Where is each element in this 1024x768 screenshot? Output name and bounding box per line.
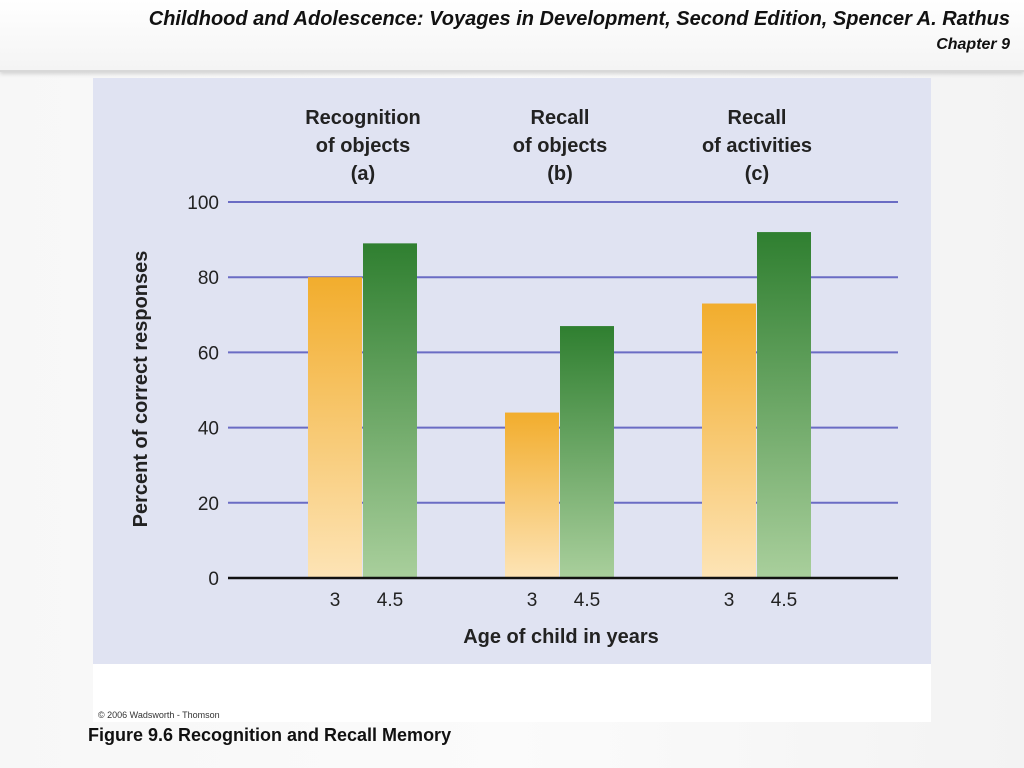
- bar-group-1-age-4-5: [560, 326, 614, 578]
- y-tick-label-40: 40: [198, 419, 219, 440]
- bar-group-0-age-3: [308, 277, 362, 578]
- group-title-0-line-2: (a): [351, 163, 375, 185]
- x-tick-label-1-1: 4.5: [574, 590, 600, 611]
- group-title-0-line-1: of objects: [316, 135, 410, 157]
- group-title-1-line-2: (b): [547, 163, 573, 185]
- figure-panel: 0 20 40 60 80 100 Recognition of objects (a) 3 4.5…: [93, 78, 931, 722]
- x-tick-label-1-0: 3: [527, 590, 538, 611]
- x-tick-label-0-0: 3: [330, 590, 341, 611]
- y-tick-label-0: 0: [208, 569, 219, 590]
- figure-caption: Figure 9.6 Recognition and Recall Memory: [88, 725, 452, 745]
- slide-title: Childhood and Adolescence: Voyages in De…: [148, 8, 1010, 30]
- y-tick-label-20: 20: [198, 494, 219, 515]
- bar-group-2-age-4-5: [757, 232, 811, 578]
- bar-group-1-age-3: [505, 412, 559, 578]
- group-title-0-line-0: Recognition: [305, 107, 421, 129]
- x-tick-label-2-1: 4.5: [771, 590, 797, 611]
- copyright-notice: © 2006 Wadsworth - Thomson: [98, 710, 220, 720]
- group-title-1-line-1: of objects: [513, 135, 607, 157]
- x-tick-label-2-0: 3: [724, 590, 735, 611]
- y-tick-label-100: 100: [187, 193, 219, 214]
- slide-header: Childhood and Adolescence: Voyages in De…: [0, 0, 1024, 72]
- bar-group-2-age-3: [702, 303, 756, 578]
- group-title-2-line-0: Recall: [728, 107, 787, 129]
- y-axis-label: Percent of correct responses: [130, 251, 152, 528]
- x-tick-label-0-1: 4.5: [377, 590, 403, 611]
- bar-chart: 0 20 40 60 80 100 Recognition of objects (a) 3 4.5…: [93, 78, 931, 664]
- y-tick-label-60: 60: [198, 343, 219, 364]
- x-axis-label: Age of child in years: [463, 626, 659, 648]
- group-title-2-line-1: of activities: [702, 135, 812, 157]
- bar-group-0-age-4-5: [363, 243, 417, 579]
- chapter-label: Chapter 9: [936, 36, 1010, 53]
- group-title-2-line-2: (c): [745, 163, 769, 185]
- group-title-1-line-0: Recall: [531, 107, 590, 129]
- y-tick-label-80: 80: [198, 268, 219, 289]
